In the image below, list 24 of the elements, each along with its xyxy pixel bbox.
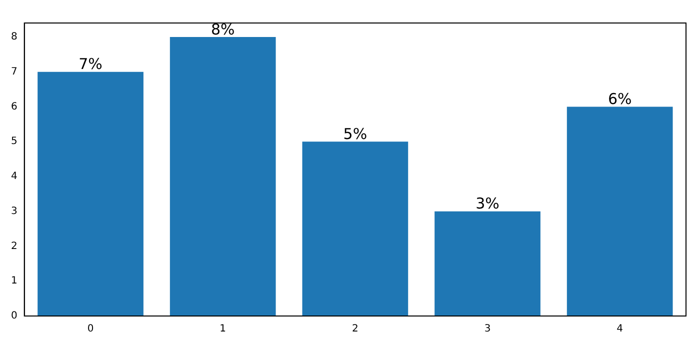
data-label: 8% (210, 20, 235, 38)
y-tick-label: 3 (10, 206, 18, 217)
y-tick-label: 6 (10, 101, 18, 112)
y-tick-label: 4 (10, 171, 18, 182)
y-tick-label: 0 (10, 310, 18, 322)
bar (170, 36, 276, 316)
y-tick-label: 7 (10, 66, 18, 78)
x-tick-label: 4 (616, 324, 624, 335)
x-tick-label: 0 (87, 324, 94, 335)
data-label: 7% (78, 55, 102, 74)
bar (38, 72, 144, 316)
bar (434, 211, 540, 316)
bar (566, 106, 673, 316)
y-tick-label: 5 (10, 136, 18, 148)
data-label: 6% (608, 90, 632, 108)
bar (302, 142, 408, 316)
x-tick-label: 2 (352, 324, 358, 335)
y-tick-label: 1 (10, 276, 18, 287)
y-tick-label: 8 (10, 32, 18, 43)
x-tick-label: 1 (220, 324, 226, 335)
x-tick-label: 3 (484, 324, 491, 335)
data-label: 3% (476, 194, 500, 213)
data-label: 5% (343, 124, 368, 143)
y-tick-label: 2 (10, 240, 18, 252)
